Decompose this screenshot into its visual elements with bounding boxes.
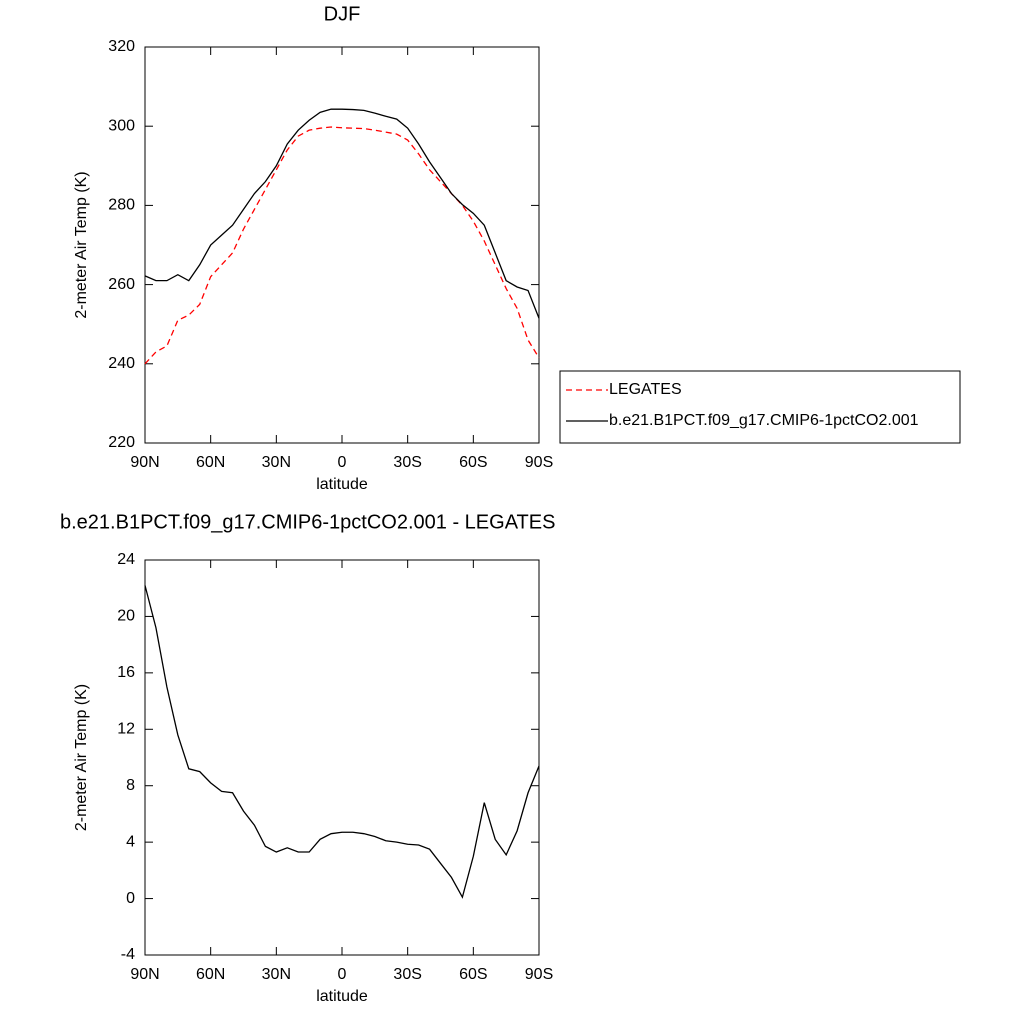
data-line: [144, 108, 540, 319]
y-tick-label: 12: [117, 721, 135, 738]
legend-label: LEGATES: [609, 381, 682, 398]
x-tick-label: 60N: [196, 454, 225, 471]
x-tick-label: 0: [338, 454, 347, 471]
y-tick-label: 16: [117, 664, 135, 681]
y-tick-label: 20: [117, 608, 135, 625]
y-tick-label: 4: [126, 833, 135, 850]
chart-title: DJF: [324, 3, 361, 25]
y-tick-label: 300: [108, 117, 135, 134]
y-tick-label: 240: [108, 355, 135, 372]
y-tick-label: 0: [126, 890, 135, 907]
x-tick-label: 60S: [459, 966, 487, 983]
x-axis-label: latitude: [316, 988, 368, 1005]
y-tick-label: -4: [121, 946, 135, 963]
plot-frame: [144, 559, 540, 956]
y-tick-label: 24: [117, 551, 135, 568]
y-tick-label: 220: [108, 434, 135, 451]
x-tick-label: 60N: [196, 966, 225, 983]
x-tick-label: 30S: [393, 454, 421, 471]
y-axis-label: 2-meter Air Temp (K): [73, 171, 90, 318]
y-tick-label: 320: [108, 38, 135, 55]
y-tick-label: 260: [108, 276, 135, 293]
data-line: [144, 126, 540, 365]
x-tick-label: 30N: [262, 454, 291, 471]
x-tick-label: 60S: [459, 454, 487, 471]
legend-box: [559, 370, 961, 444]
x-tick-label: 0: [338, 966, 347, 983]
x-tick-label: 90S: [525, 454, 553, 471]
x-axis-label: latitude: [316, 476, 368, 493]
plot-frame: [144, 46, 540, 444]
x-tick-label: 90N: [130, 966, 159, 983]
x-tick-label: 90N: [130, 454, 159, 471]
x-tick-label: 90S: [525, 966, 553, 983]
chart-title: b.e21.B1PCT.f09_g17.CMIP6-1pctCO2.001 - …: [60, 511, 555, 533]
y-tick-label: 8: [126, 777, 135, 794]
y-axis-label: 2-meter Air Temp (K): [73, 684, 90, 831]
legend-label: b.e21.B1PCT.f09_g17.CMIP6-1pctCO2.001: [609, 412, 919, 429]
data-line: [144, 585, 540, 899]
x-tick-label: 30S: [393, 966, 421, 983]
x-tick-label: 30N: [262, 966, 291, 983]
y-tick-label: 280: [108, 197, 135, 214]
